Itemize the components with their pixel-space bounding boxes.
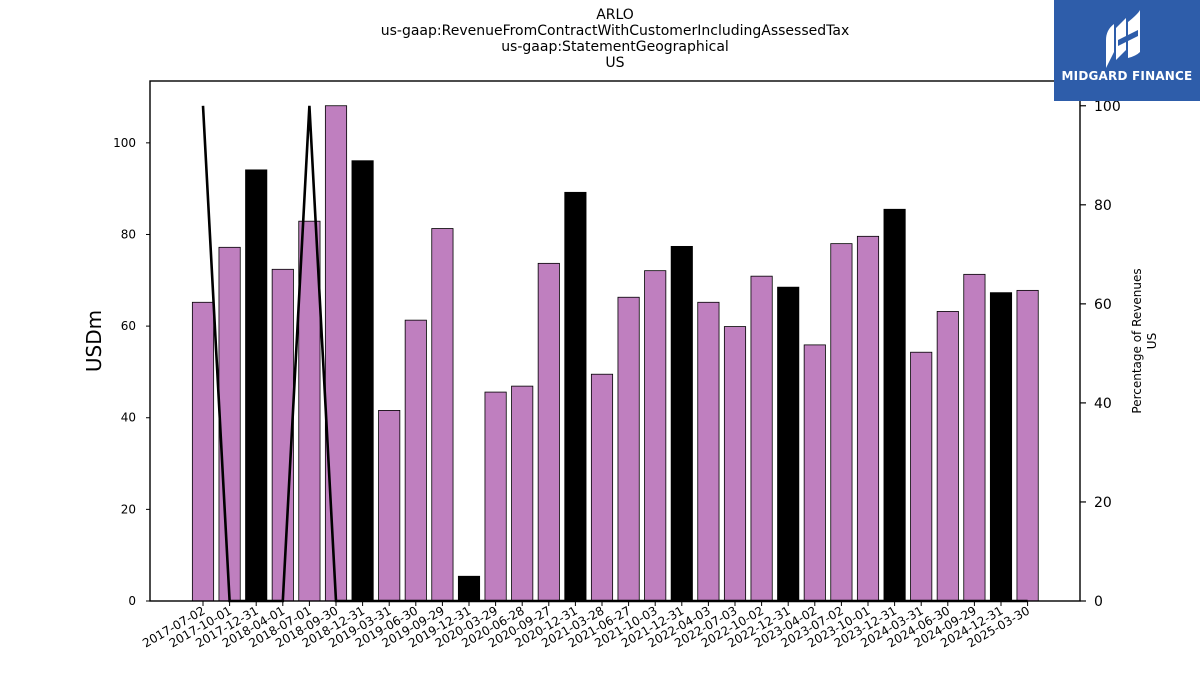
chart-axes: 0204060801000204060801002017-07-022017-1…: [113, 80, 1121, 650]
bar-2022-10-02: [750, 275, 773, 602]
y2-tick-label: 80: [1094, 198, 1112, 214]
y-tick-label: 20: [121, 502, 136, 516]
bar-2024-12-31: [989, 292, 1013, 602]
bar-2020-06-28: [511, 385, 534, 602]
bar-2017-10-01: [218, 246, 241, 602]
bar-2018-04-01: [271, 268, 294, 602]
bar-2020-09-27: [537, 262, 560, 602]
chart-title-line-2: us-gaap:RevenueFromContractWithCustomerI…: [380, 23, 850, 39]
bar-series: [191, 105, 1039, 602]
axis-labels: USDm Percentage of Revenues US: [82, 268, 1159, 413]
y-tick-label: 100: [113, 136, 136, 150]
y2-tick-label: 40: [1094, 396, 1112, 412]
bar-2022-07-03: [723, 326, 747, 602]
y2-tick-label: 60: [1094, 297, 1112, 313]
y2-tick-label: 0: [1094, 594, 1103, 610]
bar-2018-07-01: [298, 220, 321, 602]
bar-2018-09-30: [324, 105, 348, 602]
midgard-logo: MIDGARD FINANCE: [1054, 0, 1200, 101]
bar-2017-12-31: [245, 169, 268, 602]
bar-2024-09-29: [963, 273, 986, 602]
logo-text: MIDGARD FINANCE: [1061, 69, 1193, 83]
midgard-logo-icon: [1106, 10, 1140, 68]
y-tick-label: 60: [121, 319, 136, 333]
bar-2019-06-30: [404, 319, 427, 602]
y2-axis-label-line-1: Percentage of Revenues: [1130, 268, 1144, 413]
bar-2023-10-01: [856, 235, 880, 602]
bar-2021-06-27: [617, 296, 640, 602]
bar-2019-09-29: [431, 228, 454, 602]
y-axis-label: USDm: [82, 310, 106, 372]
bar-2021-12-31: [670, 245, 693, 602]
y2-tick-label: 100: [1094, 99, 1121, 115]
chart-title-line-4: US: [605, 55, 625, 71]
bar-2022-04-03: [697, 301, 720, 602]
bar-2020-03-29: [484, 391, 507, 602]
bar-2020-12-31: [564, 191, 587, 602]
y2-axis-label-line-2: US: [1145, 333, 1159, 349]
y-tick-label: 80: [121, 227, 136, 241]
bar-2019-12-31: [457, 575, 481, 602]
bar-2021-10-03: [644, 270, 667, 602]
bar-2023-07-02: [830, 243, 853, 602]
chart-title-line-3: us-gaap:StatementGeographical: [501, 39, 729, 55]
y-tick-label: 0: [128, 594, 136, 608]
bar-2024-03-31: [910, 351, 933, 602]
bar-2023-04-02: [803, 344, 826, 602]
plot-frame: [149, 80, 1081, 602]
bar-2021-03-28: [590, 373, 614, 602]
bar-2025-03-30: [1016, 289, 1039, 602]
bar-2018-12-31: [351, 160, 374, 602]
bar-2023-12-31: [883, 208, 906, 602]
y-tick-label: 40: [121, 411, 136, 425]
chart-title-line-1: ARLO: [596, 7, 634, 23]
y2-tick-label: 20: [1094, 495, 1112, 511]
bar-2022-12-31: [777, 286, 800, 602]
bar-2017-07-02: [191, 301, 215, 602]
bar-2019-03-31: [378, 410, 401, 602]
bar-2024-06-30: [936, 311, 959, 602]
